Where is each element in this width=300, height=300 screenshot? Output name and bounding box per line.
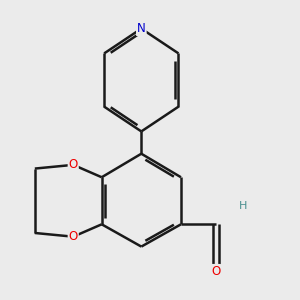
Text: O: O (69, 230, 78, 243)
Text: O: O (69, 158, 78, 171)
Text: N: N (137, 22, 146, 35)
Text: O: O (211, 265, 220, 278)
Text: H: H (239, 201, 247, 211)
